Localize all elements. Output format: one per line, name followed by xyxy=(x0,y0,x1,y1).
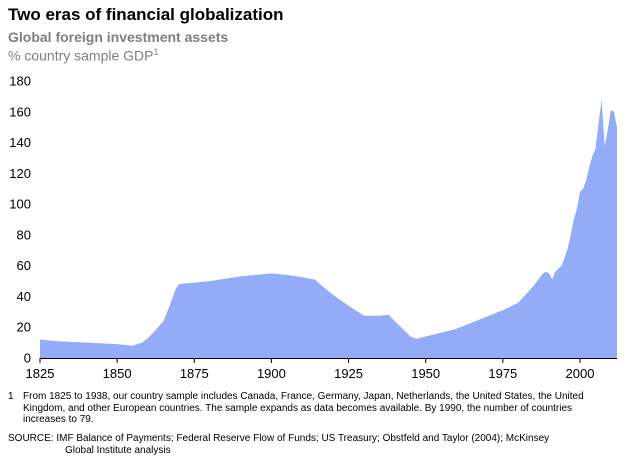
source-line-2: Global Institute analysis xyxy=(65,444,171,456)
area-chart: 0 20 40 60 80 100 120 140 160 180 1825 1850 1875 190… xyxy=(9,74,617,381)
x-tick-label: 1925 xyxy=(334,366,363,381)
source-line-1: IMF Balance of Payments; Federal Reserve… xyxy=(56,433,550,444)
y-tick-label: 60 xyxy=(17,258,31,273)
y-tick-label: 40 xyxy=(17,289,31,304)
y-tick-label: 160 xyxy=(9,104,31,119)
source-label: SOURCE: xyxy=(8,433,54,444)
y-tick-label: 180 xyxy=(9,74,31,89)
footnote-text: From 1825 to 1938, our country sample in… xyxy=(23,391,584,425)
footnote: 1 From 1825 to 1938, our country sample … xyxy=(8,391,608,426)
source-note: SOURCE: IMF Balance of Payments; Federal… xyxy=(8,433,608,456)
x-tick-label: 1900 xyxy=(257,366,286,381)
x-tick-label: 1975 xyxy=(488,366,517,381)
chart-title: Two eras of financial globalization xyxy=(8,5,284,24)
x-axis: 1825 1850 1875 1900 1925 1950 1975 2000 xyxy=(26,358,617,381)
y-axis-units-label: % country sample GDP1 xyxy=(8,47,159,64)
y-tick-label: 20 xyxy=(17,320,31,335)
y-tick-label: 120 xyxy=(9,166,31,181)
x-tick-label: 1950 xyxy=(411,366,440,381)
chart-subtitle: Global foreign investment assets xyxy=(8,29,229,45)
y-tick-label: 100 xyxy=(9,197,31,212)
x-tick-label: 2000 xyxy=(566,366,595,381)
y-tick-label: 140 xyxy=(9,135,31,150)
units-footnote-marker: 1 xyxy=(153,47,159,57)
y-tick-label: 0 xyxy=(24,351,31,366)
x-tick-label: 1850 xyxy=(103,366,132,381)
area-series xyxy=(40,99,617,358)
units-text: % country sample GDP xyxy=(8,47,154,64)
y-axis: 0 20 40 60 80 100 120 140 160 180 xyxy=(9,74,31,366)
footnote-marker: 1 xyxy=(8,391,14,402)
y-tick-label: 80 xyxy=(17,227,31,242)
area-fill xyxy=(40,99,617,358)
x-tick-label: 1825 xyxy=(26,366,55,381)
x-tick-label: 1875 xyxy=(180,366,209,381)
